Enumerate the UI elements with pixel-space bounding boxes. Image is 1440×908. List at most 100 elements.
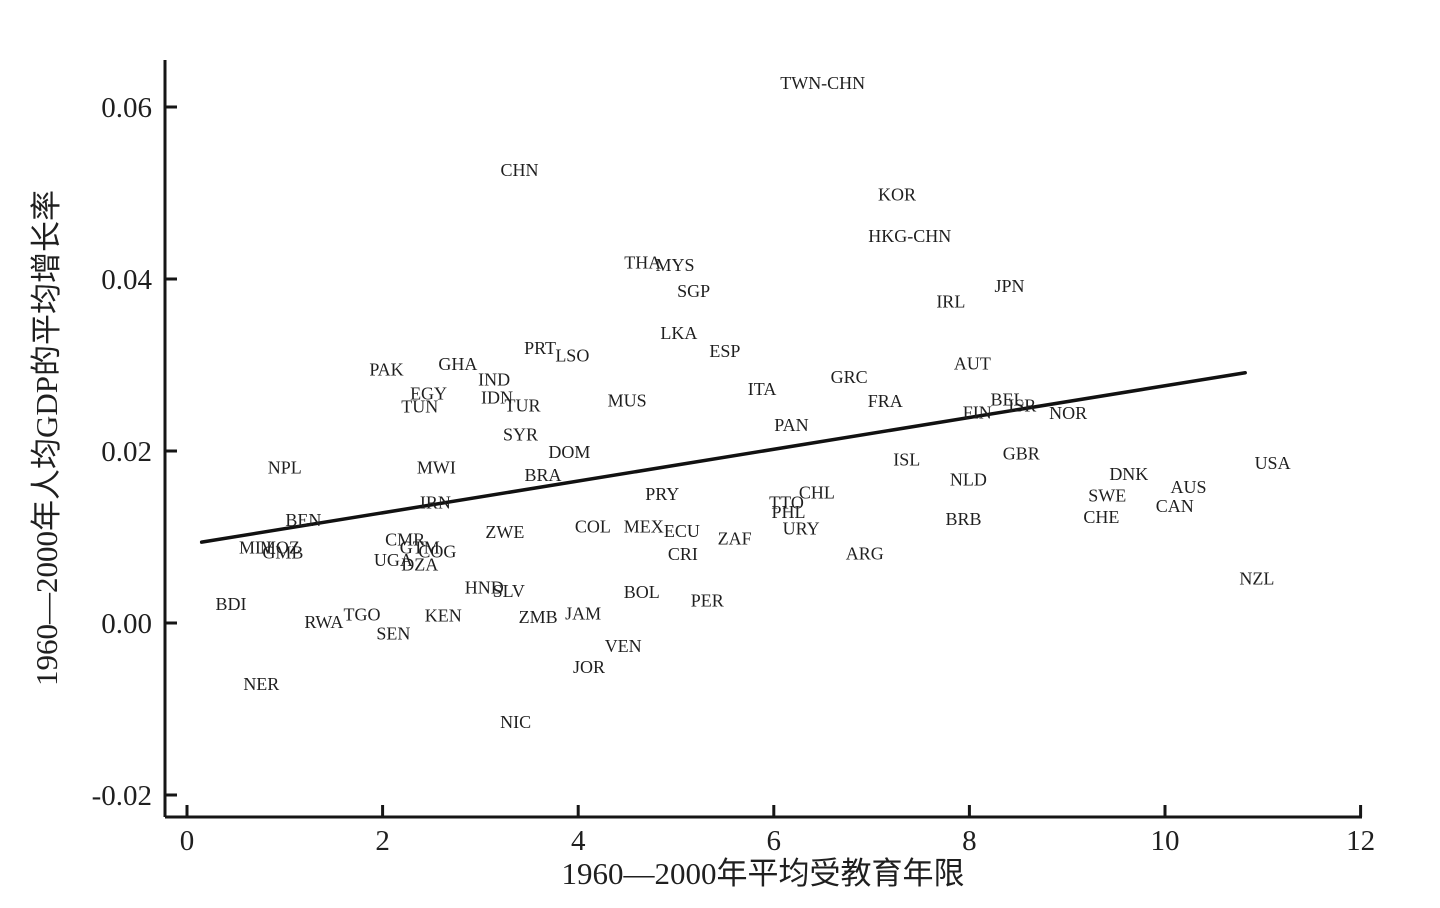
country-label-CHL: CHL xyxy=(799,482,835,502)
country-label-BEN: BEN xyxy=(285,510,321,530)
country-label-ZAF: ZAF xyxy=(718,529,752,549)
country-label-ECU: ECU xyxy=(664,521,700,541)
country-label-TUN: TUN xyxy=(401,396,438,416)
country-label-IND: IND xyxy=(478,370,510,390)
country-label-JPN: JPN xyxy=(994,276,1024,296)
country-label-KOR: KOR xyxy=(878,185,916,205)
country-label-USA: USA xyxy=(1255,453,1291,473)
country-label-HKG-CHN: HKG-CHN xyxy=(868,226,951,246)
country-label-NZL: NZL xyxy=(1239,568,1274,588)
country-label-KEN: KEN xyxy=(425,605,462,625)
country-label-RWA: RWA xyxy=(304,612,343,632)
country-label-TTO: TTO xyxy=(769,493,804,513)
country-label-CRI: CRI xyxy=(668,544,698,564)
x-axis-title: 1960—2000年平均受教育年限 xyxy=(562,856,965,891)
country-label-TUR: TUR xyxy=(504,395,540,415)
country-label-FRA: FRA xyxy=(868,391,903,411)
country-label-PRT: PRT xyxy=(524,338,556,358)
country-label-NLD: NLD xyxy=(950,469,987,489)
country-label-FIN: FIN xyxy=(963,402,992,422)
x-tick-label: 10 xyxy=(1151,825,1180,857)
country-label-SEN: SEN xyxy=(376,623,410,643)
country-label-ISL: ISL xyxy=(893,450,920,470)
country-label-ARG: ARG xyxy=(846,543,884,563)
y-tick-label: -0.02 xyxy=(92,780,152,812)
country-label-HND: HND xyxy=(465,578,504,598)
country-label-MLI: MLI xyxy=(239,537,272,557)
country-label-GBR: GBR xyxy=(1003,444,1040,464)
country-label-EGY: EGY xyxy=(410,383,447,403)
x-tick-label: 4 xyxy=(571,825,586,857)
x-tick-label: 12 xyxy=(1346,825,1375,857)
country-label-ZMB: ZMB xyxy=(519,607,558,627)
y-tick-label: 0.00 xyxy=(101,608,152,640)
y-tick-label: 0.04 xyxy=(101,264,152,296)
x-tick-label: 8 xyxy=(962,825,977,857)
trend-line-layer xyxy=(199,370,1247,544)
y-tick-label: 0.06 xyxy=(101,92,152,124)
country-label-NIC: NIC xyxy=(500,712,531,732)
x-tick-label: 2 xyxy=(375,825,390,857)
country-label-COG: COG xyxy=(418,542,456,562)
country-label-MOZ: MOZ xyxy=(260,537,300,557)
country-label-PER: PER xyxy=(691,591,724,611)
country-label-BEL: BEL xyxy=(991,389,1025,409)
country-label-NOR: NOR xyxy=(1049,403,1087,423)
country-label-GTM: GTM xyxy=(400,537,440,557)
country-label-ISR: ISR xyxy=(1008,395,1036,415)
country-label-GRC: GRC xyxy=(831,367,868,387)
country-label-THA: THA xyxy=(624,253,661,273)
country-label-BOL: BOL xyxy=(624,582,660,602)
country-label-AUT: AUT xyxy=(954,353,991,373)
country-label-TWN-CHN: TWN-CHN xyxy=(780,73,865,93)
country-label-MUS: MUS xyxy=(608,390,647,410)
country-label-NPL: NPL xyxy=(268,457,302,477)
country-label-BRA: BRA xyxy=(524,465,561,485)
country-label-ESP: ESP xyxy=(709,341,740,361)
axes: 0 2 4 6 8 10 12 0.06 0.04 0.02 0.00 -0.02 xyxy=(92,60,1375,857)
country-label-COL: COL xyxy=(575,517,611,537)
country-label-SYR: SYR xyxy=(503,425,538,445)
country-label-CMR: CMR xyxy=(385,530,425,550)
country-label-CHN: CHN xyxy=(501,160,539,180)
country-label-DZA: DZA xyxy=(401,555,438,575)
x-tick-label: 0 xyxy=(180,825,195,857)
country-label-CHE: CHE xyxy=(1083,507,1119,527)
trend-line xyxy=(199,370,1247,544)
country-label-SWE: SWE xyxy=(1088,486,1126,506)
country-label-SGP: SGP xyxy=(677,281,710,301)
country-label-BDI: BDI xyxy=(216,594,247,614)
country-label-MEX: MEX xyxy=(624,517,664,537)
country-label-DNK: DNK xyxy=(1109,464,1148,484)
country-label-CAN: CAN xyxy=(1156,496,1194,516)
country-label-MYS: MYS xyxy=(656,255,695,275)
country-label-JOR: JOR xyxy=(573,657,605,677)
country-label-IRL: IRL xyxy=(936,291,965,311)
country-label-TGO: TGO xyxy=(344,604,381,624)
country-label-NER: NER xyxy=(243,674,279,694)
country-label-AUS: AUS xyxy=(1170,477,1206,497)
country-label-GHA: GHA xyxy=(438,354,477,374)
country-label-DOM: DOM xyxy=(548,442,590,462)
country-label-ITA: ITA xyxy=(748,379,777,399)
country-label-PRY: PRY xyxy=(645,484,679,504)
country-label-MWI: MWI xyxy=(417,457,456,477)
y-axis-title: 1960—2000年人均GDP的平均增长率 xyxy=(29,190,64,686)
country-label-IRN: IRN xyxy=(420,493,451,513)
country-label-PHL: PHL xyxy=(771,502,805,522)
country-label-ZWE: ZWE xyxy=(485,522,524,542)
x-tick-label: 6 xyxy=(767,825,782,857)
country-label-JAM: JAM xyxy=(565,604,601,624)
country-label-URY: URY xyxy=(783,518,820,538)
country-label-VEN: VEN xyxy=(605,636,642,656)
country-label-PAK: PAK xyxy=(369,359,403,379)
country-label-SLV: SLV xyxy=(493,581,525,601)
country-label-GMB: GMB xyxy=(262,542,303,562)
country-label-BRB: BRB xyxy=(946,509,982,529)
country-label-PAN: PAN xyxy=(774,415,808,435)
country-label-UGA: UGA xyxy=(374,550,413,570)
country-label-LKA: LKA xyxy=(660,323,697,343)
